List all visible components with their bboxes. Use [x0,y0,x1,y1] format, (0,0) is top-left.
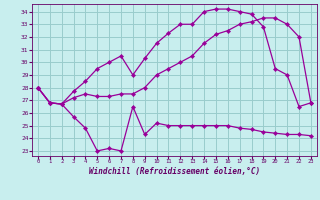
X-axis label: Windchill (Refroidissement éolien,°C): Windchill (Refroidissement éolien,°C) [89,167,260,176]
